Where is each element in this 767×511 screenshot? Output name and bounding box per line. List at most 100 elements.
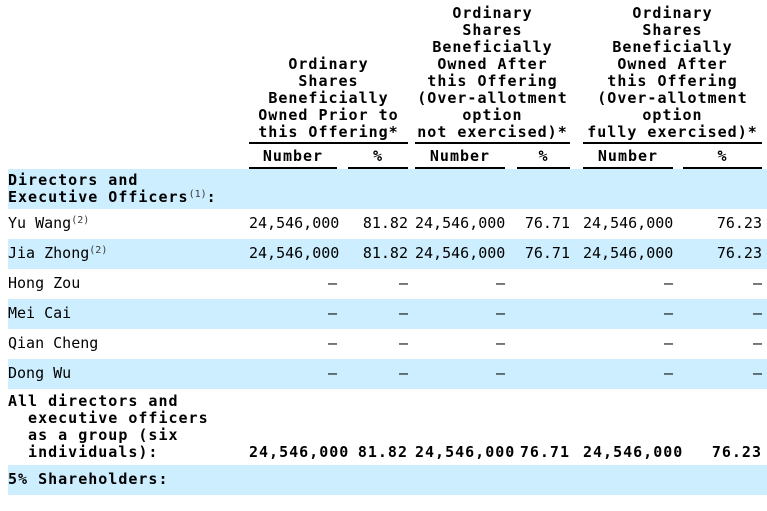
table-row: Hong Zou — — — — —: [8, 269, 767, 299]
cell-number: 24,546,000: [583, 214, 674, 232]
row-name-line: Yu Wang(2): [8, 215, 249, 232]
column-group-label-line: (Over-allotment: [417, 89, 568, 107]
column-group-label-line: Beneficially: [432, 38, 553, 56]
dash-cell: —: [663, 274, 673, 292]
cell-number: 24,546,000: [249, 214, 340, 232]
footnote-superscript: (2): [89, 245, 108, 256]
row-name-text: Executive Officers: [8, 188, 189, 206]
column-group-header: Ordinary Shares Beneficially Owned Prior to…: [249, 56, 408, 144]
subcolumn-header-number: Number: [415, 148, 505, 169]
cell-percent: 76.71: [524, 214, 570, 232]
dash-cell: —: [663, 334, 673, 352]
column-group-label-line: this Offering: [427, 72, 558, 90]
table-row: 5% Shareholders:: [8, 465, 767, 495]
row-name-line: Executive Officers(1):: [8, 189, 249, 206]
row-name: Jia Zhong(2): [8, 245, 249, 262]
cell-percent: 76.23: [716, 244, 762, 262]
footnote-superscript: (1): [188, 189, 207, 200]
row-name-line: Qian Cheng: [8, 335, 249, 352]
subcolumn-header-percent: %: [517, 148, 570, 169]
cell-number: 24,546,000: [415, 443, 516, 461]
footnote-superscript: (2): [71, 215, 90, 226]
row-name-line: All directors and: [8, 393, 249, 410]
table-body: Directors and Executive Officers(1): Yu Wa…: [0, 169, 767, 495]
column-group-label-line: fully exercised)*: [587, 123, 758, 141]
row-name-text: Hong Zou: [8, 274, 81, 292]
row-name: Directors and Executive Officers(1):: [8, 172, 249, 206]
column-group-label-line: not exercised)*: [417, 123, 568, 141]
dash-cell: —: [663, 304, 673, 322]
row-name-line: Directors and: [8, 172, 249, 189]
dash-cell: —: [495, 304, 505, 322]
row-name-line: Jia Zhong(2): [8, 245, 249, 262]
row-name-text: Yu Wang: [8, 214, 72, 232]
row-name: 5% Shareholders:: [8, 471, 249, 488]
subcolumn-header-number: Number: [583, 148, 673, 169]
cell-number: 24,546,000: [415, 214, 506, 232]
column-group-label-line: Beneficially: [612, 38, 733, 56]
row-name-line: executive officers: [8, 410, 249, 427]
table-header-group-row: Ordinary Shares Beneficially Owned Prior to…: [8, 0, 762, 144]
column-group-label-line: Shares: [642, 21, 703, 39]
dash-cell: —: [752, 274, 762, 292]
dash-cell: —: [495, 274, 505, 292]
column-group-label-line: Owned After: [617, 55, 728, 73]
dash-cell: —: [495, 334, 505, 352]
row-name-line: Hong Zou: [8, 275, 249, 292]
subcolumn-header-number: Number: [249, 148, 337, 169]
dash-cell: —: [327, 334, 337, 352]
cell-number: 24,546,000: [249, 244, 340, 262]
cell-percent: 81.82: [362, 214, 408, 232]
subcolumn-header-percent: %: [348, 148, 408, 169]
dash-cell: —: [752, 304, 762, 322]
row-name-text: Directors and: [8, 171, 139, 189]
table-header-subcolumn-row: Number% Number% Number%: [8, 148, 762, 169]
dash-cell: —: [495, 364, 505, 382]
shareholder-table: Ordinary Shares Beneficially Owned Prior to…: [0, 0, 767, 495]
table-row: Dong Wu — — — — —: [8, 359, 767, 389]
column-group-label-line: this Offering: [607, 72, 738, 90]
cell-number: 24,546,000: [249, 443, 350, 461]
table-row: Qian Cheng — — — — —: [8, 329, 767, 359]
dash-cell: —: [398, 274, 408, 292]
dash-cell: —: [663, 364, 673, 382]
dash-cell: —: [398, 304, 408, 322]
dash-cell: —: [752, 364, 762, 382]
row-name-text: Jia Zhong: [8, 244, 90, 262]
cell-percent: 81.82: [357, 443, 408, 461]
row-name-text: Dong Wu: [8, 364, 72, 382]
row-name-line: as a group (six: [8, 427, 249, 444]
column-group-label-line: Beneficially: [268, 89, 389, 107]
table-row: All directors and executive officers as …: [8, 389, 767, 465]
row-name-text: Qian Cheng: [8, 334, 99, 352]
row-name: Dong Wu: [8, 365, 249, 382]
column-group-label-line: Shares: [462, 21, 523, 39]
column-group-label-line: option: [642, 106, 703, 124]
column-group-label-line: this Offering*: [258, 123, 399, 141]
row-name: Qian Cheng: [8, 335, 249, 352]
row-name-text: All directors and: [8, 392, 179, 410]
cell-percent: 76.23: [711, 443, 762, 461]
column-group-header: Ordinary Shares Beneficially Owned After thi…: [583, 5, 762, 144]
cell-percent: 76.23: [716, 214, 762, 232]
table-row: Mei Cai — — — — —: [8, 299, 767, 329]
column-group-label-line: Ordinary: [288, 55, 369, 73]
dash-cell: —: [752, 334, 762, 352]
row-name-line: Dong Wu: [8, 365, 249, 382]
column-group-label-line: Ordinary: [452, 4, 533, 22]
row-name-text: 5% Shareholders:: [8, 470, 169, 488]
subcolumn-header-percent: %: [683, 148, 762, 169]
table-row: Jia Zhong(2) 24,546,000 81.82 24,546,000 76.…: [8, 239, 767, 269]
column-group-label-line: (Over-allotment: [597, 89, 748, 107]
cell-percent: 76.71: [519, 443, 570, 461]
column-group-label-line: Ordinary: [632, 4, 713, 22]
row-name-text: executive officers: [8, 409, 209, 427]
cell-percent: 76.71: [524, 244, 570, 262]
dash-cell: —: [327, 274, 337, 292]
row-name: Yu Wang(2): [8, 215, 249, 232]
column-group-label-line: Shares: [298, 72, 359, 90]
row-name-text: individuals):: [8, 443, 159, 461]
row-name: Hong Zou: [8, 275, 249, 292]
cell-number: 24,546,000: [583, 244, 674, 262]
